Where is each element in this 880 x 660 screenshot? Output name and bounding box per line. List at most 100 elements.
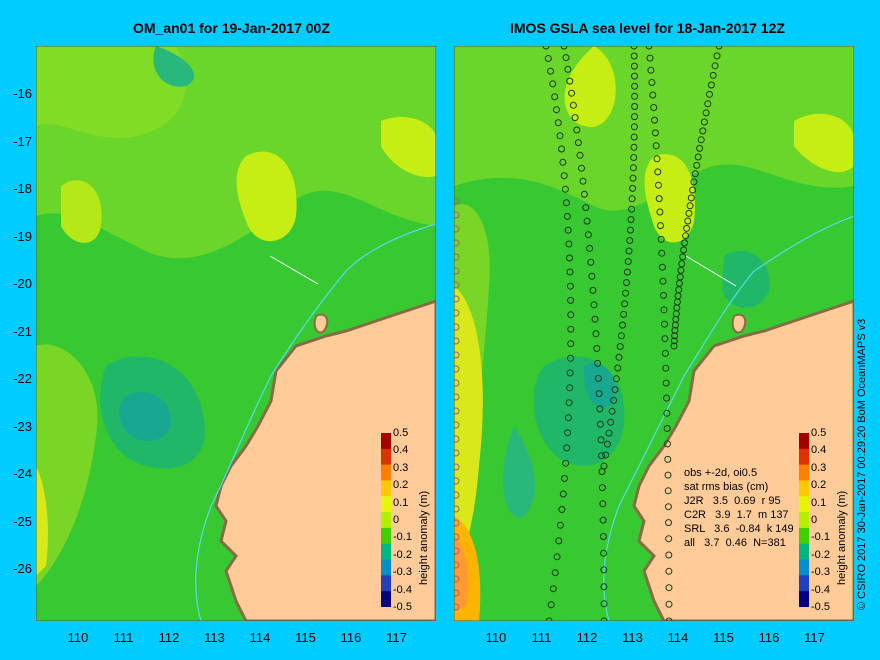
track-marker <box>630 62 638 70</box>
track-marker <box>454 253 460 261</box>
track-marker <box>454 603 460 611</box>
track-marker <box>682 232 690 240</box>
track-marker <box>629 174 637 182</box>
track-marker <box>549 80 557 88</box>
track-marker <box>665 567 673 575</box>
track-marker <box>694 153 702 161</box>
longitude-tick: 111 <box>531 630 552 645</box>
track-marker <box>589 286 597 294</box>
track-marker <box>662 364 670 372</box>
colorbar-swatch <box>799 512 809 529</box>
track-marker <box>558 506 566 513</box>
track-marker <box>711 62 719 70</box>
track-marker <box>612 375 620 383</box>
track-marker <box>600 566 608 574</box>
track-marker <box>684 217 692 225</box>
track-marker <box>631 113 638 121</box>
track-marker <box>620 310 628 318</box>
track-marker <box>590 301 598 309</box>
colorbar-swatch <box>799 575 809 592</box>
track-marker <box>610 396 618 404</box>
track-marker <box>660 306 668 314</box>
track-marker <box>454 379 460 387</box>
track-marker <box>573 126 581 134</box>
colorbar-swatch <box>381 464 391 481</box>
track-marker <box>678 260 686 268</box>
track-marker <box>454 351 460 359</box>
longitude-tick: 114 <box>249 630 271 645</box>
track-marker <box>579 177 587 185</box>
track-marker <box>663 425 671 432</box>
colorbar-tick: -0.4 <box>393 583 412 596</box>
colorbar-swatch <box>381 559 391 576</box>
latitude-tick: -24 <box>13 466 32 481</box>
track-marker <box>689 186 697 194</box>
colorbar-swatch <box>381 433 391 450</box>
track-marker <box>652 142 660 150</box>
track-marker <box>454 295 460 303</box>
track-marker <box>664 440 671 448</box>
track-marker <box>704 100 712 108</box>
colorbar-tick: 0.3 <box>393 461 409 474</box>
colorbar-tick: 0 <box>393 514 400 526</box>
track-marker <box>454 589 460 597</box>
track-marker <box>630 46 638 50</box>
track-marker <box>560 172 568 180</box>
longitude-tick: 115 <box>295 630 316 645</box>
track-marker <box>662 379 670 387</box>
track-marker <box>454 309 460 317</box>
track-marker <box>623 279 630 287</box>
track-marker <box>685 209 693 217</box>
longitude-tick: 114 <box>667 630 689 645</box>
credit-text: © CSIRO 2017 30-Jan-2017 00:29:20 BoM Oc… <box>856 318 868 610</box>
track-marker <box>564 65 572 73</box>
longitude-tick: 111 <box>113 630 134 645</box>
track-marker <box>566 77 574 85</box>
track-marker <box>686 202 694 210</box>
track-marker <box>559 490 567 498</box>
track-marker <box>630 133 638 141</box>
track-marker <box>626 226 634 234</box>
track-marker <box>655 195 663 203</box>
track-marker <box>611 386 619 394</box>
track-marker <box>454 477 460 485</box>
track-marker <box>560 46 568 50</box>
track-marker <box>567 325 575 333</box>
track-marker <box>631 103 639 110</box>
latitude-tick: -20 <box>13 276 32 291</box>
colorbar-swatch <box>799 543 809 561</box>
longitude-tick: 117 <box>386 630 407 645</box>
track-marker <box>631 82 639 90</box>
track-marker <box>454 365 460 373</box>
track-marker <box>621 300 629 308</box>
track-marker <box>608 407 616 415</box>
stats-header-1: obs +-2d, oi0.5 <box>684 467 758 479</box>
colorbar-swatch <box>381 480 391 497</box>
track-marker <box>706 90 713 98</box>
track-marker <box>600 600 608 608</box>
track-marker <box>665 617 673 621</box>
colorbar-right <box>799 433 809 607</box>
colorbar-tick: 0.2 <box>393 479 409 492</box>
track-marker <box>657 222 664 230</box>
track-marker <box>578 164 585 172</box>
track-marker <box>574 139 582 147</box>
track-marker <box>454 491 460 499</box>
track-marker <box>602 451 610 459</box>
track-marker <box>547 67 555 75</box>
stats-row-all: all 3.7 0.46 N=381 <box>684 537 786 549</box>
track-marker <box>454 575 460 583</box>
track-marker <box>558 145 565 153</box>
colorbar-tick: -0.5 <box>393 601 412 613</box>
track-marker <box>626 237 634 244</box>
track-marker <box>454 407 460 415</box>
track-marker <box>651 116 658 124</box>
track-marker <box>671 321 679 329</box>
stats-row-c2r: C2R 3.9 1.7 m 137 <box>684 509 789 521</box>
track-marker <box>454 519 460 527</box>
longitude-tick: 115 <box>713 630 734 645</box>
colorbar-tick: 0.4 <box>811 444 827 457</box>
longitude-tick: 110 <box>485 630 507 645</box>
colorbar-tick: 0.2 <box>811 479 827 492</box>
colorbar-swatch <box>381 527 391 545</box>
